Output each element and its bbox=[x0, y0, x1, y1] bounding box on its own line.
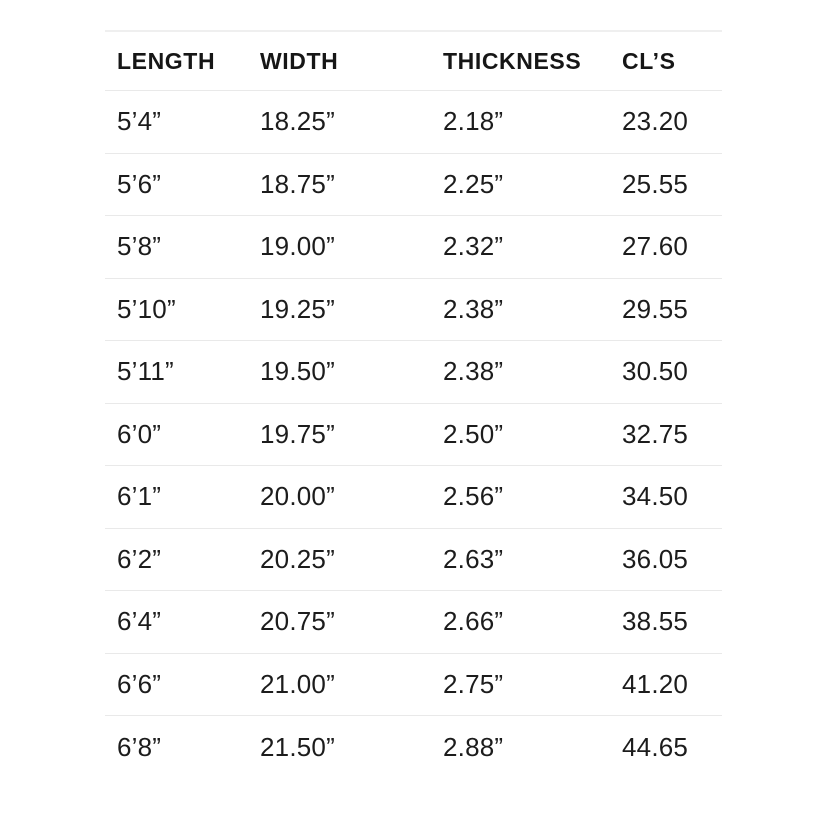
table-cell-length: 6’2” bbox=[117, 543, 162, 574]
table-cell-cls: 44.65 bbox=[622, 731, 689, 762]
table-cell-cls: 29.55 bbox=[622, 293, 689, 324]
table-row: 6’1” 20.00” 2.56” 34.50 bbox=[105, 466, 722, 529]
table-cell-thickness: 2.38” bbox=[443, 356, 504, 387]
table-cell-length: 6’6” bbox=[117, 668, 162, 699]
column-header-thickness: THICKNESS bbox=[443, 47, 582, 74]
table-cell-thickness: 2.25” bbox=[443, 168, 504, 199]
table-cell-length: 5’6” bbox=[117, 168, 162, 199]
table-cell-length: 5’8” bbox=[117, 231, 162, 262]
table-cell-cls: 36.05 bbox=[622, 543, 689, 574]
table-row: 5’10” 19.25” 2.38” 29.55 bbox=[105, 279, 722, 341]
table-cell-length: 6’1” bbox=[117, 481, 162, 512]
table-cell-width: 20.25” bbox=[260, 543, 335, 574]
table-row: 6’6” 21.00” 2.75” 41.20 bbox=[105, 654, 722, 716]
table-row: 6’8” 21.50” 2.88” 44.65 bbox=[105, 716, 722, 779]
table-cell-thickness: 2.32” bbox=[443, 231, 504, 262]
size-chart-table: LENGTH WIDTH THICKNESS CL’S 5’4” 18.25” … bbox=[105, 30, 722, 779]
table-cell-width: 21.50” bbox=[260, 731, 335, 762]
table-row: 5’4” 18.25” 2.18” 23.20 bbox=[105, 91, 722, 154]
table-cell-cls: 27.60 bbox=[622, 231, 689, 262]
table-body: 5’4” 18.25” 2.18” 23.20 5’6” 18.75” 2.25… bbox=[105, 91, 722, 779]
table-row: 5’11” 19.50” 2.38” 30.50 bbox=[105, 341, 722, 404]
table-cell-width: 19.50” bbox=[260, 356, 335, 387]
column-header-length: LENGTH bbox=[117, 47, 216, 74]
table-cell-length: 5’10” bbox=[117, 293, 176, 324]
table-cell-thickness: 2.56” bbox=[443, 481, 504, 512]
table-row: 5’6” 18.75” 2.25” 25.55 bbox=[105, 154, 722, 216]
table-cell-cls: 34.50 bbox=[622, 481, 689, 512]
table-row: 5’8” 19.00” 2.32” 27.60 bbox=[105, 216, 722, 279]
table-cell-length: 6’0” bbox=[117, 418, 162, 449]
table-cell-width: 18.25” bbox=[260, 106, 335, 137]
table-cell-length: 5’11” bbox=[117, 356, 174, 387]
table-cell-thickness: 2.75” bbox=[443, 668, 504, 699]
table-cell-length: 6’8” bbox=[117, 731, 162, 762]
table-cell-length: 5’4” bbox=[117, 106, 162, 137]
table-cell-thickness: 2.66” bbox=[443, 606, 504, 637]
table-cell-width: 19.00” bbox=[260, 231, 335, 262]
table-header-row: LENGTH WIDTH THICKNESS CL’S bbox=[105, 32, 722, 91]
table-row: 6’2” 20.25” 2.63” 36.05 bbox=[105, 529, 722, 591]
table-cell-width: 20.75” bbox=[260, 606, 335, 637]
table-cell-width: 19.75” bbox=[260, 418, 335, 449]
table-row: 6’4” 20.75” 2.66” 38.55 bbox=[105, 591, 722, 654]
table-cell-cls: 23.20 bbox=[622, 106, 689, 137]
table-cell-width: 18.75” bbox=[260, 168, 335, 199]
table-cell-thickness: 2.38” bbox=[443, 293, 504, 324]
table-cell-thickness: 2.18” bbox=[443, 106, 504, 137]
table-cell-thickness: 2.88” bbox=[443, 731, 504, 762]
table-cell-length: 6’4” bbox=[117, 606, 162, 637]
table-cell-width: 20.00” bbox=[260, 481, 335, 512]
table-cell-thickness: 2.63” bbox=[443, 543, 504, 574]
table-cell-width: 19.25” bbox=[260, 293, 335, 324]
table-row: 6’0” 19.75” 2.50” 32.75 bbox=[105, 404, 722, 466]
table-cell-cls: 30.50 bbox=[622, 356, 689, 387]
table-cell-thickness: 2.50” bbox=[443, 418, 504, 449]
table-cell-cls: 38.55 bbox=[622, 606, 689, 637]
table-cell-cls: 41.20 bbox=[622, 668, 689, 699]
table-cell-cls: 32.75 bbox=[622, 418, 689, 449]
table-cell-cls: 25.55 bbox=[622, 168, 689, 199]
column-header-width: WIDTH bbox=[260, 47, 339, 74]
table-cell-width: 21.00” bbox=[260, 668, 335, 699]
column-header-cls: CL’S bbox=[622, 47, 676, 74]
